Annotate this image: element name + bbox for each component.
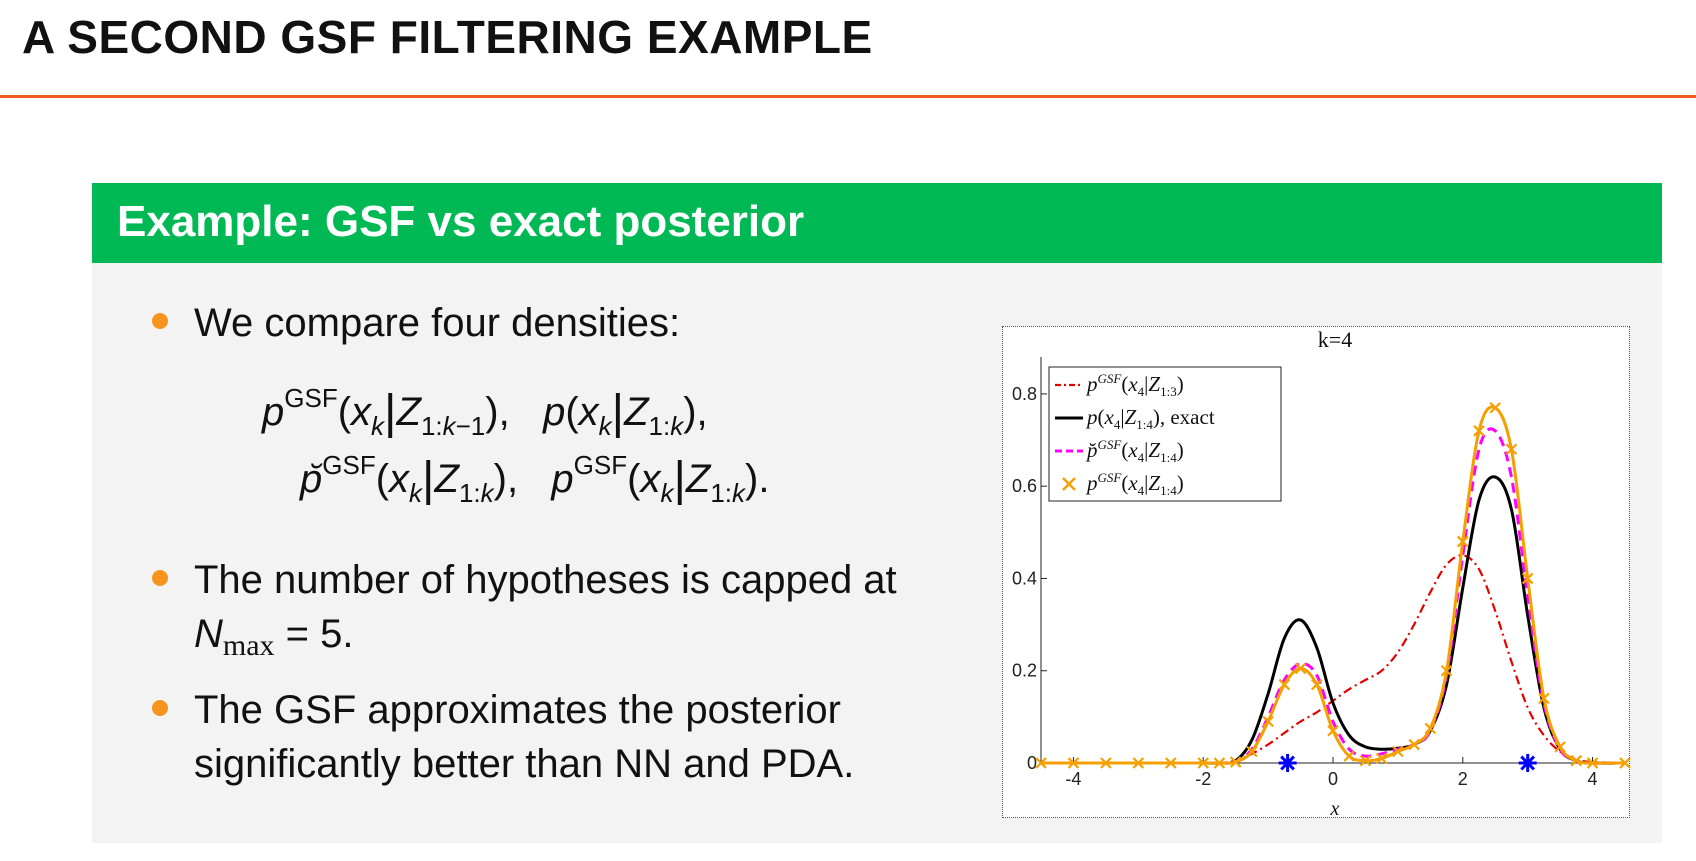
measurement-marker	[1278, 754, 1297, 772]
x-tick-label: -4	[1065, 769, 1081, 789]
series-gsf-posterior-marker	[1343, 750, 1355, 762]
series-gsf-posterior-marker	[1229, 756, 1242, 768]
series-gsf-posterior-marker	[1473, 425, 1485, 437]
bullet-text-line-2: significantly better than NN and PDA.	[194, 742, 855, 786]
legend-box	[1048, 366, 1282, 502]
legend-label: pGSF(x4|Z1:4)	[1085, 470, 1184, 498]
density-formula-line-1: pGSF(xk|Z1:k−1), p(xk|Z1:k),	[262, 383, 708, 441]
series-gsf-posterior-marker	[1067, 757, 1080, 769]
bullet-text-line-1: The GSF approximates the posterior	[194, 688, 841, 732]
series-gsf-posterior-marker	[1408, 738, 1420, 751]
bullet-densities: We compare four densities:	[152, 296, 852, 356]
series-gsf-posterior-marker	[1278, 678, 1291, 691]
bullet-dot	[152, 570, 168, 586]
series-gsf-posterior-marker	[1311, 678, 1323, 691]
series-gsf-posterior-marker	[1262, 715, 1274, 728]
series-gsf-posterior-marker	[1165, 757, 1177, 769]
bullet-text-line-1: The number of hypotheses is capped at	[194, 558, 897, 602]
series-gsf-posterior-marker	[1424, 722, 1437, 735]
series-gsf-posterior-marker	[1489, 401, 1501, 414]
legend-label: p̆GSF(x4|Z1:4)	[1085, 437, 1184, 465]
series-gsf-posterior-marker	[1538, 692, 1550, 705]
series-gsf-posterior-marker	[1294, 662, 1307, 675]
x-tick-label: 0	[1328, 769, 1338, 789]
example-block-header: Example: GSF vs exact posterior	[92, 183, 1662, 263]
y-tick-label: 0	[1027, 753, 1037, 773]
series-gsf-posterior-marker	[1505, 443, 1518, 456]
series-gsf-posterior-marker	[1132, 757, 1145, 769]
bullet-dot	[152, 700, 168, 716]
series-gsf-posterior-marker	[1521, 572, 1534, 585]
y-tick-label: 0.6	[1012, 476, 1037, 496]
chart-title: k=4	[1318, 327, 1352, 352]
example-block-title: Example: GSF vs exact posterior	[117, 197, 805, 246]
series-gsf-posterior-marker	[1619, 757, 1631, 769]
density-chart-svg: k=4 -4 -2 0 2 400.20.40.60.8 pGSF(x4|Z1:3)p(x…	[1012, 327, 1631, 819]
bullet-approximation: The GSF approximates the posterior signi…	[152, 683, 912, 803]
y-tick-label: 0.2	[1012, 661, 1037, 681]
density-formula-line-2: p̆GSF(xk|Z1:k), pGSF(xk|Z1:k).	[300, 450, 770, 508]
series-gsf-posterior-marker	[1586, 757, 1599, 769]
series-gsf-prior-line	[1041, 554, 1626, 765]
plot-area: -4 -2 0 2 400.20.40.60.8 pGSF(x4|Z1:3)p(x4|Z1…	[1012, 357, 1631, 789]
slide-title: A SECOND GSF FILTERING EXAMPLE	[22, 11, 873, 63]
legend-swatch	[1062, 477, 1076, 491]
series-gsf-posterior-marker	[1327, 724, 1339, 737]
series-gsf-posterior-line	[1041, 405, 1626, 765]
y-tick-label: 0.4	[1012, 568, 1037, 588]
nmax-value: = 5.	[274, 612, 354, 656]
series-gsf-posterior-marker	[1375, 752, 1388, 765]
bullet-text: We compare four densities:	[194, 301, 681, 345]
series-gsf-posterior-marker	[1035, 757, 1047, 769]
bullet-dot	[152, 313, 168, 329]
title-divider	[0, 95, 1696, 98]
bullet-text-line-2: Nmax = 5.	[194, 612, 354, 662]
series-gsf-posterior-marker	[1197, 757, 1209, 769]
series-gsf-posterior-marker	[1246, 745, 1258, 758]
legend-label: pGSF(x4|Z1:3)	[1085, 371, 1184, 399]
y-tick-label: 0.8	[1012, 384, 1037, 404]
x-tick-label: 2	[1458, 769, 1468, 789]
series-gsf-posterior-marker	[1440, 664, 1453, 677]
series-gsf-posterior-marker	[1392, 745, 1404, 758]
measurement-marker	[1518, 754, 1537, 772]
density-chart: k=4 -4 -2 0 2 4 0 0.2 0.4 0.6 0.8 pGSF(x4|Z1:3) p(x…	[1002, 326, 1631, 819]
series-gsf-posterior-marker	[1570, 754, 1583, 767]
x-tick-label: 4	[1588, 769, 1598, 789]
series-gsf-posterior-marker	[1359, 754, 1372, 767]
series-gsf-posterior-marker	[1457, 535, 1469, 548]
series-gsf-posterior-marker	[1213, 757, 1226, 769]
x-axis-label: x	[1330, 798, 1340, 819]
series-gsf-posterior-marker	[1100, 757, 1112, 769]
series-gsf-posterior-marker	[1554, 741, 1566, 753]
bullet-hypotheses: The number of hypotheses is capped at Nm…	[152, 553, 912, 673]
x-tick-label: -2	[1195, 769, 1211, 789]
